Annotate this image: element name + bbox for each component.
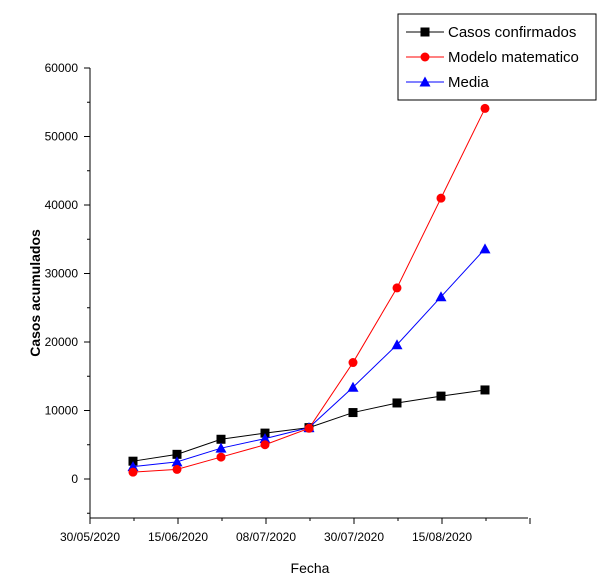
data-point — [215, 442, 227, 453]
data-point — [348, 408, 358, 418]
data-point — [392, 398, 402, 408]
data-point — [216, 434, 226, 444]
legend-label: Modelo matematico — [448, 49, 579, 66]
x-tick-label: 30/07/2020 — [324, 530, 384, 544]
data-point — [171, 456, 183, 467]
x-axis-title: Fecha — [291, 560, 330, 576]
y-tick-label: 40000 — [45, 198, 79, 212]
data-point — [436, 391, 446, 401]
series-layer — [127, 103, 491, 477]
series-line — [132, 108, 486, 473]
data-point — [348, 358, 358, 368]
series-line — [132, 248, 486, 468]
legend-item: Modelo matematico — [406, 49, 579, 66]
x-axis: 30/05/2020 15/06/2020 08/07/2020 30/07/2020… — [60, 517, 531, 544]
y-axis-title: Casos acumulados — [27, 229, 43, 357]
data-point — [128, 467, 138, 477]
data-point — [260, 440, 270, 450]
y-tick-label: 30000 — [45, 267, 79, 281]
data-point — [347, 381, 359, 392]
data-point — [391, 339, 403, 350]
y-tick-label: 60000 — [45, 61, 79, 75]
legend-item: Media — [406, 74, 490, 91]
x-tick-label: 30/05/2020 — [60, 530, 120, 544]
data-point — [172, 464, 182, 474]
data-point — [435, 291, 447, 302]
data-point — [392, 283, 402, 293]
data-point — [480, 385, 490, 395]
series-modelo-matematico — [128, 103, 490, 477]
data-point — [172, 449, 182, 459]
x-tick-label: 08/07/2020 — [236, 530, 296, 544]
legend-label: Media — [448, 74, 490, 91]
data-point — [216, 452, 226, 462]
series-media — [127, 243, 491, 472]
data-point — [436, 193, 446, 203]
data-point — [480, 103, 490, 113]
legend-marker — [419, 76, 431, 87]
x-tick-label: 15/08/2020 — [412, 530, 472, 544]
legend-marker — [420, 52, 430, 62]
y-tick-label: 50000 — [45, 130, 79, 144]
legend: Casos confirmados Modelo matematico Media — [397, 13, 597, 101]
data-point — [304, 423, 314, 433]
y-tick-label: 20000 — [45, 335, 79, 349]
data-point — [479, 243, 491, 254]
x-tick-label: 15/06/2020 — [148, 530, 208, 544]
y-axis: 0 10000 20000 30000 40000 50000 60000 — [45, 61, 91, 518]
legend-label: Casos confirmados — [448, 24, 576, 41]
legend-item: Casos confirmados — [406, 24, 576, 41]
data-point — [259, 433, 271, 444]
legend-marker — [420, 27, 430, 37]
y-tick-label: 0 — [71, 472, 78, 486]
y-tick-label: 10000 — [45, 404, 79, 418]
